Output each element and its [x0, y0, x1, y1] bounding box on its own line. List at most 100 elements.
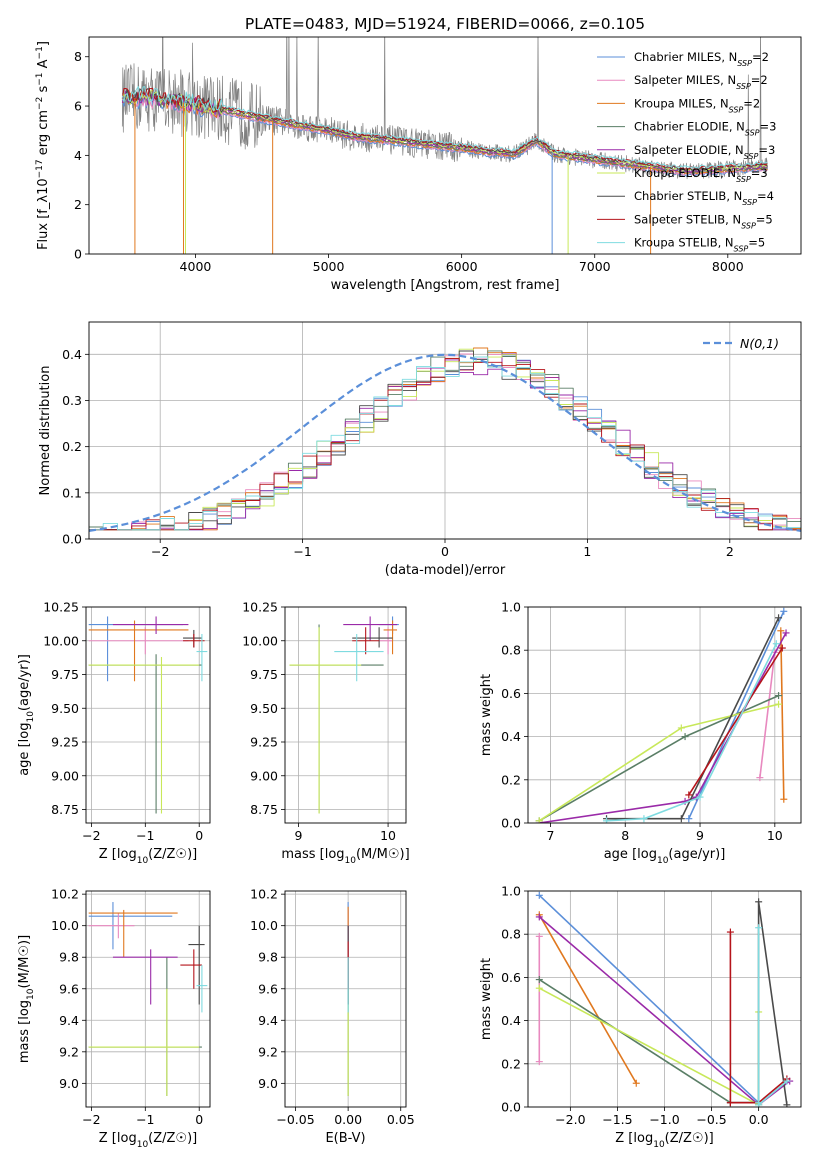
- y-axis-label: Flux [f_λ10−17 erg cm−2 s−1 A−1]: [35, 41, 51, 250]
- y-tick-label: 9.2: [258, 1044, 278, 1059]
- x-tick-label: 2: [726, 544, 734, 559]
- y-tick-label: 0.0: [62, 532, 82, 547]
- panel-mass-vs-EBV: −0.05 0.00 0.05 9.0 9.2 9.4 9.6 9.8 10.0 10.2 E(B-…: [250, 887, 415, 1146]
- weight-marker: [780, 607, 788, 615]
- x-tick-label: 9: [294, 828, 302, 843]
- x-axis-label: E(B-V): [325, 1131, 365, 1146]
- x-tick-label: 1: [583, 544, 591, 559]
- plot-area: [289, 616, 399, 814]
- weight-marker: [780, 795, 788, 803]
- y-tick-label: 0.6: [501, 686, 521, 701]
- y-tick-label: 0.2: [62, 439, 82, 454]
- weight-line-7: [688, 647, 783, 796]
- x-tick-label: 10: [767, 828, 783, 843]
- x-axis-label: Z [log10(Z/Z☉)]: [615, 1131, 713, 1150]
- y-tick-label: 4: [74, 148, 82, 163]
- y-tick-label: 0.0: [501, 1100, 521, 1115]
- panel-mass-vs-Z: −2 −1 0 9.0 9.2 9.4 9.6 9.8 10.0 10.2 Z [log10(Z/Z…: [17, 887, 211, 1150]
- y-tick-label: 9.25: [250, 735, 278, 750]
- plot-area: [88, 616, 208, 814]
- weight-marker: [535, 891, 543, 899]
- y-tick-label: 0.2: [501, 1056, 521, 1071]
- x-tick-label: 7: [546, 828, 554, 843]
- y-tick-label: 9.50: [51, 701, 79, 716]
- weight-marker: [535, 932, 543, 940]
- x-tick-label: 0: [195, 1112, 203, 1127]
- y-tick-label: 0.6: [501, 970, 521, 985]
- y-tick-label: 9.50: [250, 701, 278, 716]
- weight-line-2: [538, 914, 637, 1084]
- panel-age-vs-Z: −2 −1 0 8.75 9.00 9.25 9.50 9.75 10.00 10.25 Z [lo…: [17, 600, 211, 866]
- weight-marker: [681, 733, 689, 741]
- x-tick-label: 9: [696, 828, 704, 843]
- legend-entry: Kroupa ELODIE, NSSP=3: [634, 166, 768, 184]
- x-tick-label: −2: [82, 828, 100, 843]
- x-tick-label: 0: [441, 544, 449, 559]
- legend-entry: Chabrier MILES, NSSP=2: [634, 50, 769, 68]
- y-axis-label: mass [log10(M/M☉)]: [17, 935, 36, 1063]
- spectrum-legend: Chabrier MILES, NSSP=2 Salpeter MILES, NS…: [597, 50, 776, 253]
- weight-line-2: [780, 630, 785, 800]
- y-tick-label: 10.2: [51, 887, 79, 902]
- y-tick-label: 9.8: [258, 950, 278, 965]
- axes-frame: [88, 36, 802, 255]
- weight-marker: [755, 898, 763, 906]
- x-tick-label: 10: [380, 828, 396, 843]
- weight-marker: [756, 774, 764, 782]
- weight-marker: [772, 640, 780, 648]
- weight-line-1: [759, 652, 776, 778]
- x-tick-label: −1: [136, 1112, 154, 1127]
- legend-entry: Chabrier ELODIE, NSSP=3: [634, 120, 776, 138]
- y-tick-label: 0.0: [501, 816, 521, 831]
- weight-marker: [677, 724, 685, 732]
- weight-line-4: [539, 632, 787, 823]
- x-tick-label: 8: [621, 828, 629, 843]
- y-axis-label: age [log10(age/yr)]: [17, 654, 36, 776]
- y-tick-label: 8.75: [250, 802, 278, 817]
- weight-line-8: [606, 643, 778, 822]
- weight-marker: [778, 644, 786, 652]
- y-tick-label: 9.2: [59, 1044, 79, 1059]
- legend-entry: Salpeter MILES, NSSP=2: [634, 73, 768, 91]
- x-axis-label: mass [log10(M/M☉)]: [281, 847, 409, 866]
- histogram-step-8: [89, 356, 801, 531]
- axes-frame: [284, 606, 407, 824]
- axes-frame: [527, 606, 802, 824]
- y-tick-label: 6: [74, 99, 82, 114]
- y-tick-label: 0: [74, 247, 82, 262]
- weight-marker: [535, 817, 543, 823]
- y-tick-label: 9.4: [258, 1013, 278, 1028]
- histogram-step-6: [89, 350, 801, 531]
- observed-spectrum-line: [121, 37, 768, 180]
- y-tick-label: 9.00: [51, 768, 79, 783]
- y-tick-label: 8: [74, 49, 82, 64]
- weight-marker: [726, 1099, 734, 1107]
- y-tick-label: 0.3: [62, 393, 82, 408]
- x-tick-label: −1.0: [649, 1112, 679, 1127]
- y-tick-label: 10.0: [250, 918, 278, 933]
- weight-line-3: [538, 694, 779, 822]
- x-axis-label: wavelength [Angstrom, rest frame]: [331, 278, 560, 293]
- weight-marker: [755, 924, 763, 932]
- x-tick-label: 0: [195, 828, 203, 843]
- x-tick-label: −2: [82, 1112, 100, 1127]
- x-tick-label: 0.0: [749, 1112, 769, 1127]
- panel-spectrum: 4000 5000 6000 7000 8000 0 2 4 6 8 wavelength [Ang…: [35, 36, 802, 293]
- weight-marker: [726, 928, 734, 936]
- model-line-4: [121, 91, 768, 173]
- panel-age-vs-mass: 9 10 8.75 9.00 9.25 9.50 9.75 10.00 10.25 mass [l…: [242, 600, 409, 867]
- weight-marker: [696, 793, 704, 801]
- weight-marker: [775, 614, 783, 622]
- weight-line-0: [538, 894, 760, 1104]
- x-tick-label: 6000: [446, 259, 478, 274]
- weight-marker: [640, 815, 648, 823]
- x-tick-label: −0.05: [276, 1112, 314, 1127]
- figure-title: PLATE=0483, MJD=51924, FIBERID=0066, z=0…: [245, 15, 645, 33]
- weight-line-5: [538, 703, 779, 822]
- legend-entry: Kroupa STELIB, NSSP=5: [634, 236, 765, 254]
- plot-area: [88, 902, 208, 1096]
- y-axis-label: mass weight: [479, 958, 494, 1040]
- y-tick-label: 0.8: [501, 643, 521, 658]
- y-tick-label: 10.25: [242, 600, 278, 615]
